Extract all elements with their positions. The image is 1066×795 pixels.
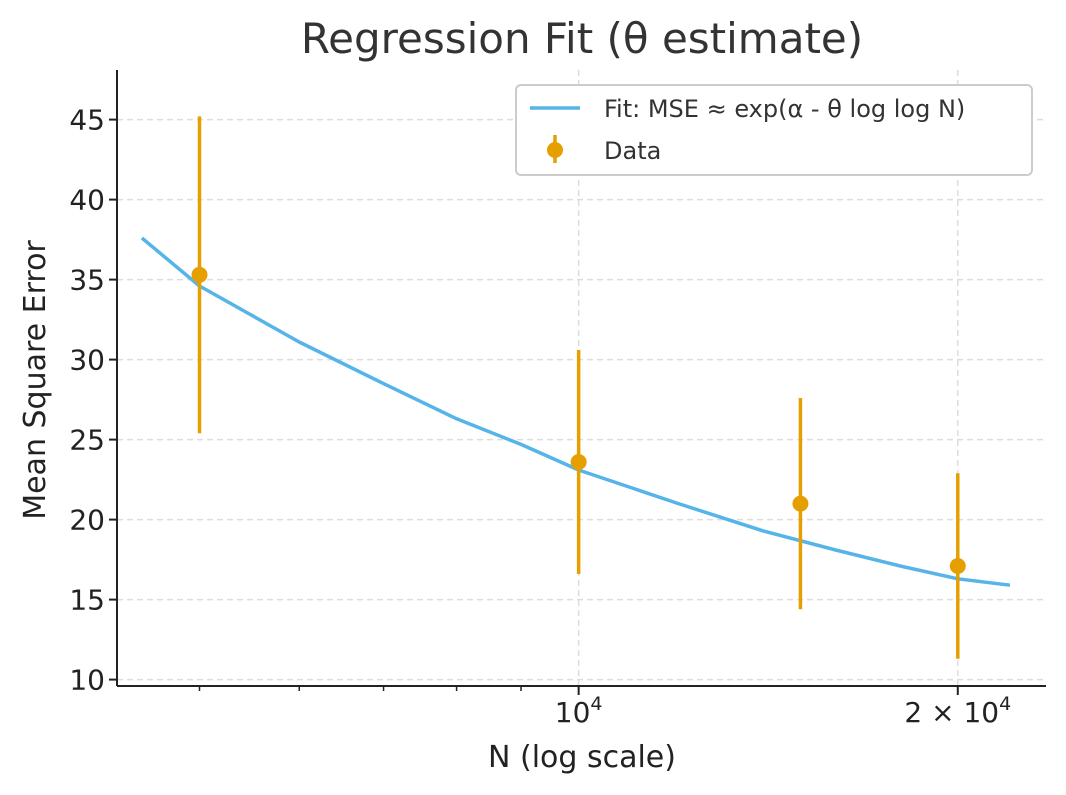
legend: Fit: MSE ≈ exp(α - θ log log N) Data	[515, 84, 1033, 176]
y-tick-label: 20	[69, 504, 105, 537]
y-tick-label: 30	[69, 344, 105, 377]
legend-data-label: Data	[604, 137, 661, 165]
data-point	[949, 558, 966, 574]
x-tick-label: 2 × 104	[904, 693, 1011, 729]
x-axis-label: N (log scale)	[488, 740, 676, 775]
y-tick-label: 45	[69, 104, 105, 137]
y-tick-label: 15	[69, 584, 105, 617]
y-tick-label: 10	[69, 664, 105, 697]
grid	[117, 70, 1046, 686]
y-tick-label: 40	[69, 184, 105, 217]
legend-box	[515, 84, 1033, 176]
chart-title: Regression Fit (θ estimate)	[301, 14, 863, 63]
data-point	[191, 266, 208, 283]
legend-fit-label: Fit: MSE ≈ exp(α - θ log log N)	[604, 95, 965, 123]
axes: 10 15 20 25 30 35 40 45 104 2 × 104	[69, 70, 1046, 729]
fit-line	[140, 236, 1011, 587]
data-point	[570, 454, 587, 470]
plot-area	[140, 116, 1011, 659]
y-axis-label: Mean Square Error	[18, 240, 53, 520]
legend-data-swatch-marker	[547, 142, 563, 158]
y-tick-label: 25	[69, 424, 105, 457]
data-point	[792, 495, 809, 512]
y-tick-label: 35	[69, 264, 105, 297]
x-tick-label: 104	[555, 693, 603, 729]
